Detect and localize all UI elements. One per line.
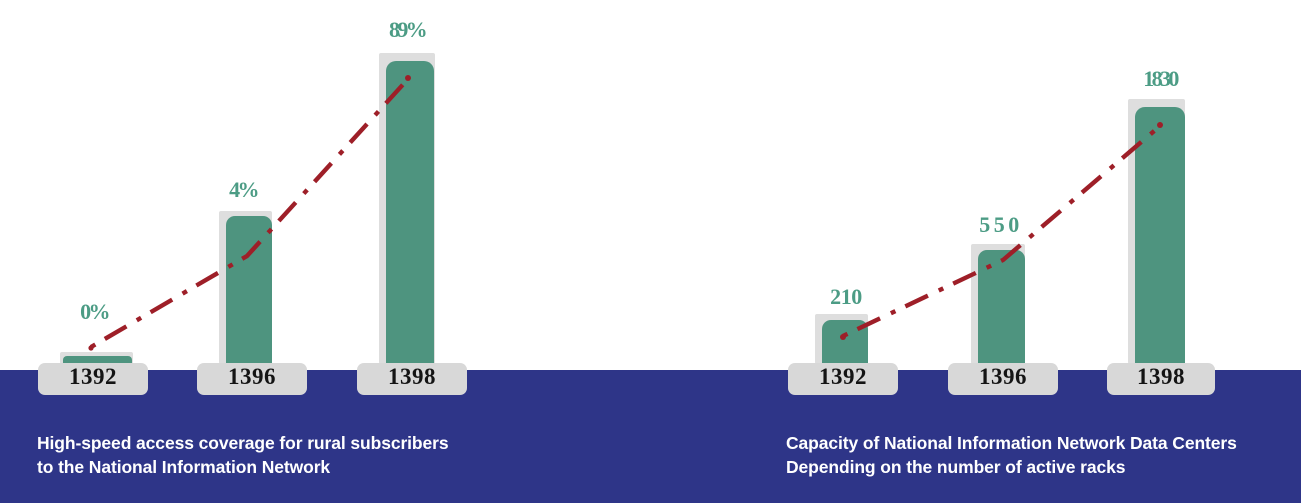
caption-line: Depending on the number of active racks <box>786 457 1126 477</box>
value-label: 4% <box>229 177 259 202</box>
value-label: 1830 <box>1143 66 1179 91</box>
value-label: 0% <box>80 299 110 324</box>
year-label: 1396 <box>228 364 276 389</box>
trend-dot <box>840 334 846 340</box>
axis-pedestal-1396: 1396 <box>197 363 307 395</box>
axis-pedestal-1398: 1398 <box>1107 363 1215 395</box>
bar-1398 <box>386 61 434 368</box>
value-label: 550 <box>979 212 1023 237</box>
year-label: 1392 <box>69 364 117 389</box>
caption-line: High-speed access coverage for rural sub… <box>37 433 449 453</box>
trend-line-right <box>842 124 1162 338</box>
bar-1396 <box>226 216 272 368</box>
value-label: 89% <box>388 17 428 42</box>
caption-datacenter-capacity: Capacity of National Information Network… <box>786 431 1301 479</box>
value-label: 210 <box>830 284 862 309</box>
axis-pedestal-1392: 1392 <box>38 363 148 395</box>
year-label: 1392 <box>819 364 867 389</box>
trend-dot <box>1157 122 1163 128</box>
trend-line-left <box>89 77 410 349</box>
year-label: 1398 <box>1137 364 1185 389</box>
bar-1398 <box>1135 107 1185 368</box>
axis-pedestal-1392: 1392 <box>788 363 898 395</box>
caption-line: to the National Information Network <box>37 457 331 477</box>
axis-pedestal-1396: 1396 <box>948 363 1058 395</box>
trend-dot <box>405 75 411 81</box>
year-label: 1396 <box>979 364 1027 389</box>
caption-line: Capacity of National Information Network… <box>786 433 1237 453</box>
trend-dot <box>88 345 94 351</box>
axis-pedestal-1398: 1398 <box>357 363 467 395</box>
caption-rural-coverage: High-speed access coverage for rural sub… <box>37 431 557 479</box>
year-label: 1398 <box>388 364 436 389</box>
bar-1396 <box>978 250 1025 368</box>
